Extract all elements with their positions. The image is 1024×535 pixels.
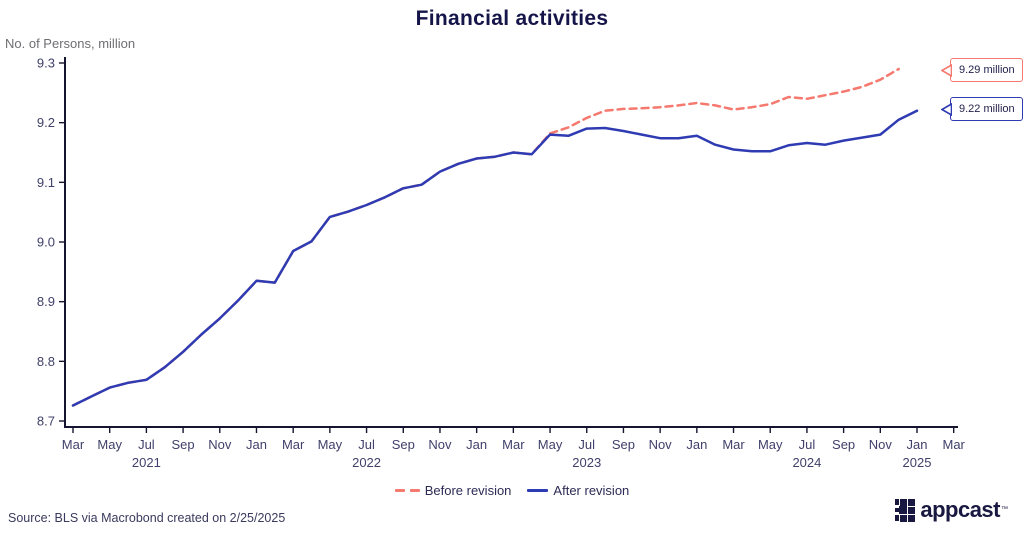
y-tick-label: 8.7: [37, 414, 55, 429]
y-tick-label: 8.8: [37, 354, 55, 369]
x-tick-label: Jan: [686, 437, 707, 452]
x-year-label: 2025: [903, 455, 932, 470]
appcast-trademark: ™: [1001, 506, 1008, 513]
y-tick-label: 9.1: [37, 175, 55, 190]
x-tick-label: May: [97, 437, 122, 452]
callout-arrow-icon: [941, 63, 952, 77]
legend-label-after: After revision: [553, 483, 630, 498]
callout-arrow-icon: [941, 102, 952, 116]
x-tick-label: Jul: [799, 437, 816, 452]
callout-before-text: 9.29 million: [959, 64, 1015, 76]
x-tick-label: Sep: [832, 437, 855, 452]
x-year-label: 2022: [352, 455, 381, 470]
appcast-logo-text: appcast: [920, 497, 1000, 522]
x-tick-label: Jan: [246, 437, 267, 452]
x-tick-label: Jul: [138, 437, 155, 452]
x-tick-label: May: [538, 437, 563, 452]
x-tick-label: Nov: [208, 437, 232, 452]
x-tick-label: Mar: [722, 437, 745, 452]
x-tick-label: May: [758, 437, 783, 452]
x-tick-label: Mar: [282, 437, 305, 452]
y-tick-label: 9.0: [37, 235, 55, 250]
x-tick-label: Jan: [466, 437, 487, 452]
x-tick-label: Mar: [62, 437, 85, 452]
axis-lines: [64, 57, 958, 428]
y-tick-label: 8.9: [37, 294, 55, 309]
appcast-logo-icon: [894, 498, 915, 522]
x-tick-label: Jan: [907, 437, 928, 452]
y-tick-label: 9.2: [37, 115, 55, 130]
x-tick-label: Jul: [578, 437, 595, 452]
series-line-dashed: [71, 67, 900, 407]
x-tick-label: Mar: [502, 437, 525, 452]
legend: Before revision After revision: [0, 483, 1024, 498]
x-tick-label: Sep: [612, 437, 635, 452]
y-tick-label: 9.3: [37, 56, 55, 71]
legend-solid-sample: [527, 489, 549, 492]
source-note: Source: BLS via Macrobond created on 2/2…: [8, 511, 286, 525]
x-tick-label: Sep: [172, 437, 195, 452]
x-tick-label: Nov: [649, 437, 673, 452]
callout-after-text: 9.22 million: [959, 103, 1015, 115]
callout-before-revision: 9.29 million: [941, 58, 1023, 82]
x-tick-label: Sep: [392, 437, 415, 452]
chart-title: Financial activities: [415, 7, 609, 30]
x-year-label: 2023: [572, 455, 601, 470]
legend-label-before: Before revision: [424, 483, 512, 498]
x-year-label: 2021: [132, 455, 161, 470]
x-tick-label: May: [318, 437, 343, 452]
y-axis-unit-label: No. of Persons, million: [5, 36, 136, 51]
appcast-logo: appcast ™: [894, 497, 1008, 523]
x-tick-label: Nov: [428, 437, 452, 452]
x-tick-label: Jul: [358, 437, 375, 452]
callout-after-revision: 9.22 million: [941, 97, 1023, 121]
x-tick-label: Mar: [943, 437, 966, 452]
legend-dashed-sample: [394, 489, 420, 492]
x-tick-label: Nov: [869, 437, 893, 452]
x-year-label: 2024: [792, 455, 821, 470]
series-line-solid: [71, 109, 919, 407]
